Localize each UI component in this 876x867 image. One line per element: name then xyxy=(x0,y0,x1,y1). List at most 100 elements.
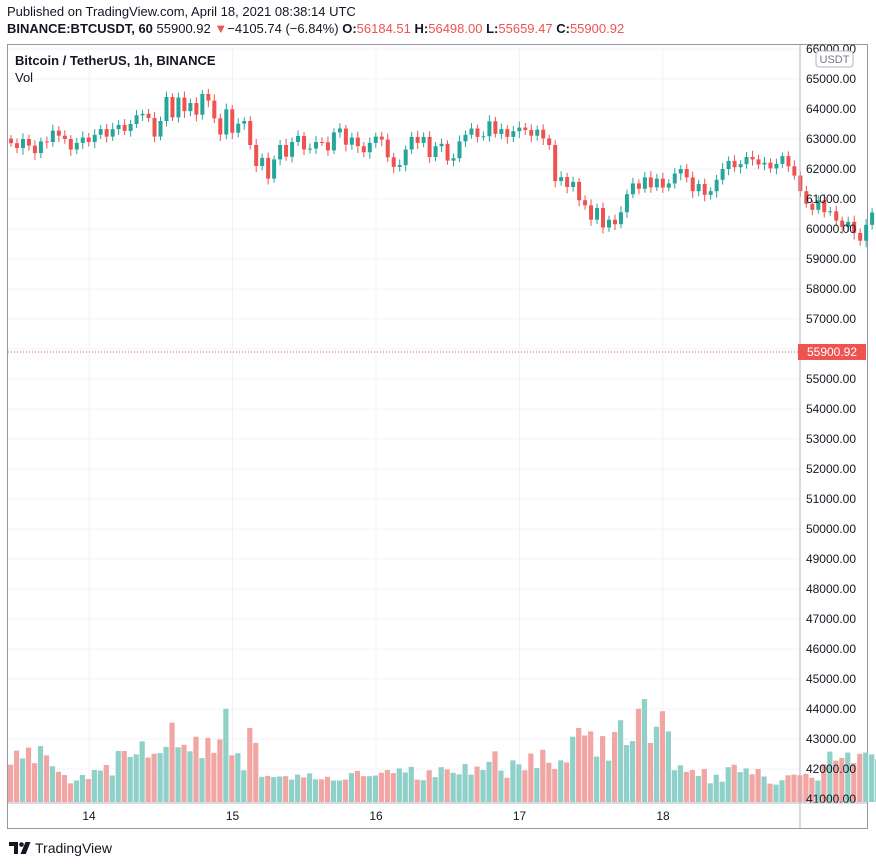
volume-bar xyxy=(8,764,14,802)
candle-body xyxy=(577,181,582,201)
volume-bar xyxy=(683,771,689,802)
volume-bar xyxy=(121,751,127,802)
candle-body xyxy=(206,94,211,101)
candle-body xyxy=(158,121,163,137)
volume-bar xyxy=(845,752,851,802)
candle-body xyxy=(786,156,791,167)
candle-body xyxy=(523,127,528,130)
candle-body xyxy=(493,121,498,134)
volume-bar xyxy=(570,736,576,802)
volume-bar xyxy=(253,742,259,802)
volume-bar xyxy=(606,760,612,802)
volume-bar xyxy=(223,708,229,802)
tradingview-footer[interactable]: TradingView xyxy=(9,840,112,856)
candle-body xyxy=(230,109,235,133)
candle-body xyxy=(828,211,833,213)
volume-bar xyxy=(815,780,821,802)
candle-body xyxy=(290,142,295,157)
time-axis: 14 15 16 17 18 xyxy=(82,809,670,823)
volume-bar xyxy=(737,772,743,802)
candle-body xyxy=(607,219,611,228)
volume-bar xyxy=(588,731,594,802)
candle-body xyxy=(565,177,570,187)
volume-bar xyxy=(576,727,582,802)
volume-bar xyxy=(151,753,157,802)
candle-body xyxy=(200,94,205,115)
change-arrow-icon: ▼ xyxy=(214,21,228,36)
candle-body xyxy=(433,146,438,157)
last-price-badge xyxy=(798,343,866,360)
candle-body xyxy=(618,212,623,225)
candle-body xyxy=(349,137,354,145)
candle-body xyxy=(308,148,312,150)
y-tick-label: 51000.00 xyxy=(806,492,856,506)
volume-bar xyxy=(414,779,420,802)
y-tick-label: 61000.00 xyxy=(806,192,856,206)
volume-bar xyxy=(157,753,163,802)
volume-bar xyxy=(37,746,44,802)
volume-bar xyxy=(809,777,815,802)
chart-frame xyxy=(7,44,868,829)
volume-bar xyxy=(324,776,331,802)
low-value: 55659.47 xyxy=(498,21,553,36)
candle-body xyxy=(583,200,588,206)
volume-bar xyxy=(468,774,474,802)
volume-bar xyxy=(259,776,265,802)
volume-bar xyxy=(103,764,109,802)
candle-body xyxy=(571,181,576,187)
candle-body xyxy=(451,158,456,161)
volume-bar xyxy=(600,736,606,802)
volume-bar xyxy=(408,766,414,802)
candle-body xyxy=(56,130,61,136)
candle-body xyxy=(439,143,444,147)
candle-body xyxy=(720,169,725,180)
candle-body xyxy=(122,124,127,131)
candle-body xyxy=(505,129,510,137)
volume-bar xyxy=(49,766,56,802)
candle-body xyxy=(266,157,271,179)
candle-body xyxy=(601,208,606,228)
volume-bar xyxy=(779,780,785,802)
candle-body xyxy=(367,142,372,153)
y-tick-label: 47000.00 xyxy=(806,612,856,626)
candle-body xyxy=(684,169,689,178)
candle-body xyxy=(164,97,169,121)
volume-bar xyxy=(133,754,139,802)
candle-body xyxy=(511,131,516,137)
high-label: H: xyxy=(414,21,429,36)
candle-body xyxy=(379,136,384,140)
candle-body xyxy=(182,97,187,112)
volume-bar xyxy=(462,764,468,802)
volume-bar xyxy=(671,770,677,802)
volume-bar xyxy=(354,770,361,802)
volume-bar xyxy=(641,699,648,802)
volume-bar xyxy=(755,769,761,802)
candle-body xyxy=(852,221,857,233)
candle-body xyxy=(415,136,420,143)
candle-body xyxy=(553,145,558,181)
volume-bar xyxy=(659,711,666,802)
volume-bar xyxy=(295,774,301,802)
candle-body xyxy=(325,142,330,151)
volume-bar xyxy=(330,780,337,802)
volume-bar xyxy=(91,769,97,802)
candle-body xyxy=(409,136,414,150)
y-tick-label: 41000.00 xyxy=(806,792,856,806)
candle-body xyxy=(846,221,851,227)
volume-bar xyxy=(289,779,295,802)
candlesticks xyxy=(9,88,875,248)
volume-bar xyxy=(342,779,349,802)
candle-body xyxy=(690,177,695,192)
volume-bar xyxy=(635,708,642,802)
y-tick-label: 63000.00 xyxy=(806,132,856,146)
open-label: O: xyxy=(342,21,357,36)
volume-bar xyxy=(558,760,564,802)
volume-bar xyxy=(617,720,624,802)
y-tick-label: 65000.00 xyxy=(806,72,856,86)
candle-body xyxy=(74,142,79,150)
candle-body xyxy=(648,177,653,188)
candle-body xyxy=(822,200,827,213)
volume-bar xyxy=(241,770,247,802)
candle-body xyxy=(403,149,408,166)
